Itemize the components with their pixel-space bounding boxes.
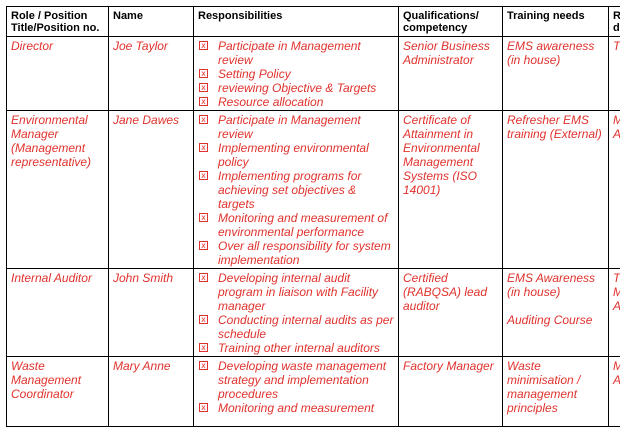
responsibility-text: Resource allocation <box>218 95 323 109</box>
extra-cell: M A <box>609 357 620 427</box>
name-cell: Joe Taylor <box>109 37 194 111</box>
list-item: x Participate in Management review <box>198 113 394 141</box>
responsibility-text: Monitoring and measurement <box>218 401 374 415</box>
role-cell: Environmental Manager (Management repres… <box>7 111 109 269</box>
training-cell: EMS awareness (in house) <box>503 37 609 111</box>
list-item: x Developing waste management strategy an… <box>198 359 394 401</box>
responsibility-text: Conducting internal audits as per schedu… <box>218 313 393 341</box>
list-item: x Training other internal auditors <box>198 341 394 355</box>
qualifications-cell: Senior Business Administrator <box>399 37 503 111</box>
responsibility-text: reviewing Objective & Targets <box>218 81 376 95</box>
responsibilities-cell: x Developing waste management strategy an… <box>194 357 399 427</box>
list-item: x reviewing Objective & Targets <box>198 81 394 95</box>
list-item: x Conducting internal audits as per sched… <box>198 313 394 341</box>
header-name: Name <box>109 7 194 37</box>
checkbox-icon: x <box>199 241 208 250</box>
qualifications-cell: Certified (RABQSA) lead auditor <box>399 269 503 357</box>
training-text-secondary: Auditing Course <box>507 313 592 327</box>
list-item: x Over all responsibility for system impl… <box>198 239 394 267</box>
checkbox-icon: x <box>199 273 208 282</box>
responsibility-text: Implementing environmental policy <box>218 141 369 169</box>
training-text: Waste minimisation / management principl… <box>507 359 580 415</box>
table-row: Waste Management Coordinator Mary Anne x… <box>7 357 620 427</box>
responsibility-text: Participate in Management review <box>218 113 361 141</box>
list-item: x Setting Policy <box>198 67 394 81</box>
extra-cell: M A <box>609 111 620 269</box>
extra-cell: T M A <box>609 269 620 357</box>
responsibility-text: Developing internal audit program in lia… <box>218 271 378 313</box>
qualifications-cell: Certificate of Attainment in Environment… <box>399 111 503 269</box>
table-row: Internal Auditor John Smith x Developing … <box>7 269 620 357</box>
checkbox-icon: x <box>199 343 208 352</box>
table-row: Director Joe Taylor x Participate in Mana… <box>7 37 620 111</box>
training-text: EMS Awareness (in house) <box>507 271 595 299</box>
list-item: x Implementing environmental policy <box>198 141 394 169</box>
list-item: x Resource allocation <box>198 95 394 109</box>
list-item: x Monitoring and measurement of environme… <box>198 211 394 239</box>
checkbox-icon: x <box>199 361 208 370</box>
name-cell: Mary Anne <box>109 357 194 427</box>
header-training: Training needs <box>503 7 609 37</box>
header-role: Role / Position Title/Position no. <box>7 7 109 37</box>
training-cell: Waste minimisation / management principl… <box>503 357 609 427</box>
responsibility-text: Training other internal auditors <box>218 341 380 355</box>
checkbox-icon: x <box>199 83 208 92</box>
role-cell: Waste Management Coordinator <box>7 357 109 427</box>
role-cell: Internal Auditor <box>7 269 109 357</box>
checkbox-icon: x <box>199 69 208 78</box>
checkbox-icon: x <box>199 403 208 412</box>
checkbox-icon: x <box>199 213 208 222</box>
checkbox-icon: x <box>199 115 208 124</box>
responsibility-text: Setting Policy <box>218 67 291 81</box>
responsibility-text: Monitoring and measurement of environmen… <box>218 211 387 239</box>
responsibilities-cell: x Participate in Management review x Setti… <box>194 37 399 111</box>
qualifications-cell: Factory Manager <box>399 357 503 427</box>
header-qualifications: Qualifications/ competency <box>399 7 503 37</box>
extra-cell: T <box>609 37 620 111</box>
responsibilities-cell: x Developing internal audit program in li… <box>194 269 399 357</box>
training-text: Refresher EMS training (External) <box>507 113 602 141</box>
checkbox-icon: x <box>199 171 208 180</box>
training-cell: EMS Awareness (in house) Auditing Course <box>503 269 609 357</box>
checkbox-icon: x <box>199 143 208 152</box>
list-item: x Participate in Management review <box>198 39 394 67</box>
responsibility-text: Developing waste management strategy and… <box>218 359 386 401</box>
header-extra: R d <box>609 7 620 37</box>
responsibility-text: Implementing programs for achieving set … <box>218 169 361 211</box>
list-item: x Implementing programs for achieving set… <box>198 169 394 211</box>
checkbox-icon: x <box>199 97 208 106</box>
responsibilities-cell: x Participate in Management review x Imple… <box>194 111 399 269</box>
header-row: Role / Position Title/Position no. Name … <box>7 7 620 37</box>
name-cell: Jane Dawes <box>109 111 194 269</box>
responsibility-text: Over all responsibility for system imple… <box>218 239 391 267</box>
training-text: EMS awareness (in house) <box>507 39 594 67</box>
name-cell: John Smith <box>109 269 194 357</box>
responsibilities-table: Role / Position Title/Position no. Name … <box>6 6 620 427</box>
header-responsibilities: Responsibilities <box>194 7 399 37</box>
list-item: x Monitoring and measurement <box>198 401 394 415</box>
checkbox-icon: x <box>199 41 208 50</box>
responsibility-text: Participate in Management review <box>218 39 361 67</box>
table-row: Environmental Manager (Management repres… <box>7 111 620 269</box>
checkbox-icon: x <box>199 315 208 324</box>
training-cell: Refresher EMS training (External) <box>503 111 609 269</box>
role-cell: Director <box>7 37 109 111</box>
list-item: x Developing internal audit program in li… <box>198 271 394 313</box>
